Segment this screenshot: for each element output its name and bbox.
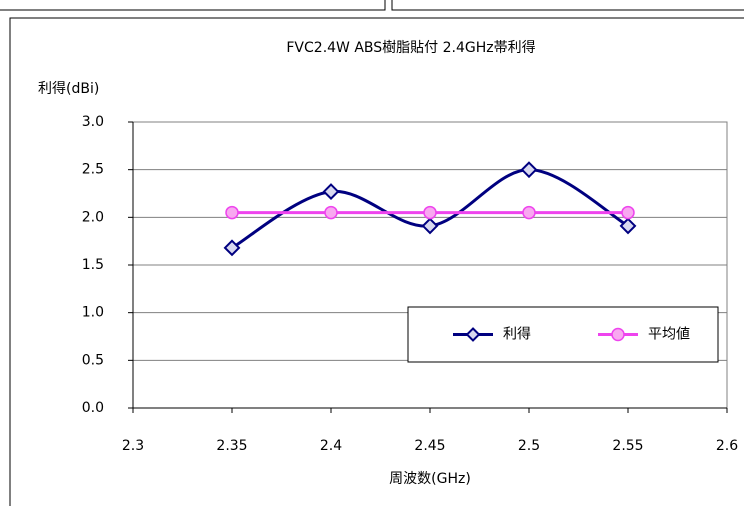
y-tick-label: 2.0 — [82, 209, 104, 225]
x-tick-label: 2.6 — [716, 438, 738, 454]
y-tick-label: 1.0 — [82, 305, 104, 321]
marker — [223, 239, 241, 257]
frame-edge — [0, 0, 386, 11]
marker — [621, 205, 635, 220]
y-tick-label: 0.0 — [82, 400, 104, 416]
x-tick-label: 2.3 — [122, 438, 144, 454]
y-axis-title: 利得(dBi) — [38, 80, 99, 97]
marker — [225, 205, 239, 220]
x-tick-label: 2.4 — [320, 438, 342, 454]
legend-marker — [611, 327, 625, 342]
y-tick-label: 1.5 — [82, 257, 104, 273]
marker — [423, 205, 437, 220]
legend-marker — [465, 327, 481, 342]
x-tick-label: 2.35 — [216, 438, 247, 454]
legend-label: 平均値 — [648, 327, 690, 343]
y-tick-label: 3.0 — [82, 114, 104, 130]
legend-label: 利得 — [503, 326, 531, 343]
chart-border — [9, 17, 744, 506]
marker — [619, 217, 637, 235]
x-axis-title: 周波数(GHz) — [389, 471, 471, 487]
marker — [324, 205, 338, 220]
frame-edge — [391, 0, 744, 11]
marker — [322, 183, 340, 201]
marker — [421, 217, 439, 235]
y-tick-label: 2.5 — [82, 162, 104, 178]
x-tick-label: 2.45 — [414, 438, 445, 454]
legend-box — [407, 306, 719, 363]
marker — [522, 205, 536, 220]
x-tick-label: 2.5 — [518, 438, 540, 454]
y-tick-label: 0.5 — [82, 352, 104, 368]
x-tick-label: 2.55 — [612, 438, 643, 454]
marker — [520, 161, 538, 179]
chart-title: FVC2.4W ABS樹脂貼付 2.4GHz帯利得 — [286, 39, 535, 56]
